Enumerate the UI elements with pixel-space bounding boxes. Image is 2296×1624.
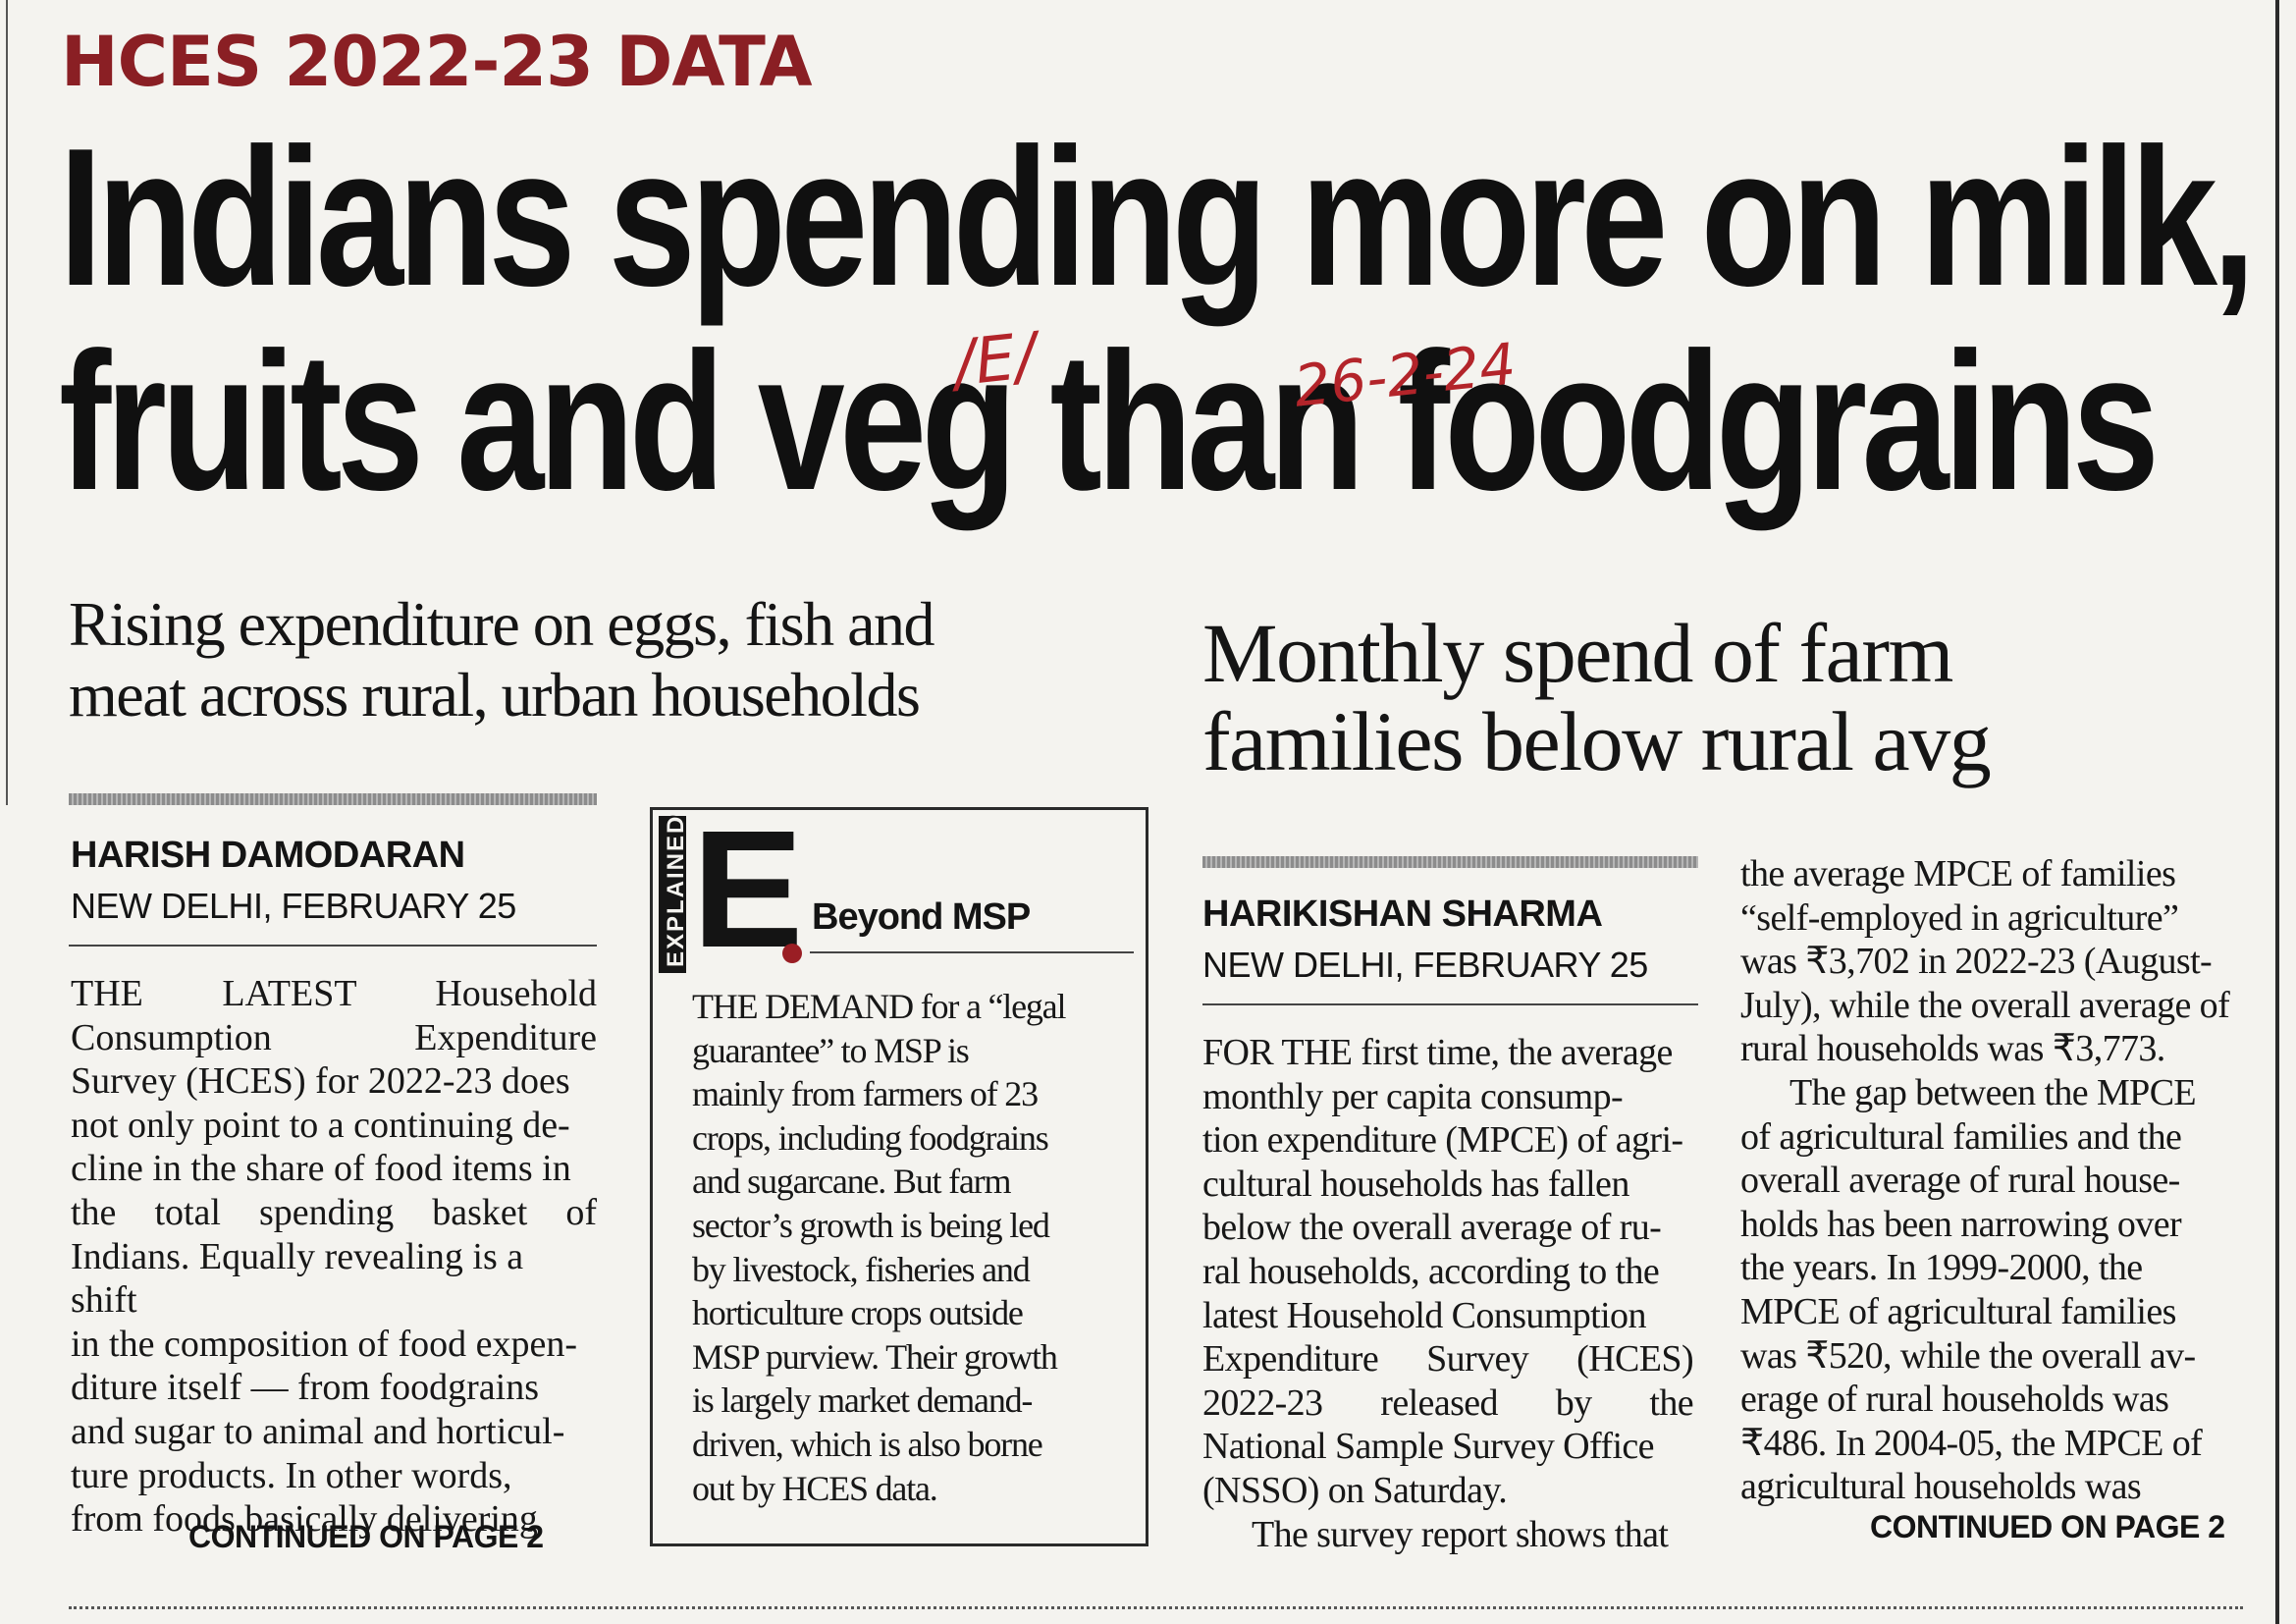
story2-col1-line: National Sample Survey Office (1202, 1426, 1655, 1468)
explained-line: and sugarcane. But farm (692, 1162, 1011, 1202)
explained-line: THE DEMAND for a “legal (692, 987, 1066, 1026)
story1-subheading-line-1: Rising expenditure on eggs, fish and (69, 589, 934, 659)
story1-byline: HARISH DAMODARAN (71, 835, 465, 876)
story2-col2-line: July), while the overall average of (1740, 984, 2230, 1026)
story2-col2-line: ₹486. In 2004-05, the MPCE of (1740, 1422, 2203, 1464)
story1-line: ture products. In other words, (71, 1454, 512, 1496)
story2-col1-line: below the overall average of ru- (1202, 1207, 1662, 1249)
story2-col1-line: tion expenditure (MPCE) of agri- (1202, 1119, 1683, 1162)
story2-divider (1202, 1003, 1698, 1005)
story1-line: THE LATEST Household (71, 973, 597, 1014)
story2-column-2: the average MPCE of families “self-emplo… (1740, 852, 2243, 1509)
bottom-dotted-rule (69, 1606, 2243, 1609)
story2-col2-line: rural households was ₹3,773. (1740, 1028, 2165, 1070)
story2-subheading-line-1: Monthly spend of farm (1202, 606, 1953, 700)
story2-col1-line: Expenditure Survey (HCES) (1202, 1338, 1694, 1380)
story1-subheading-line-2: meat across rural, urban households (69, 660, 921, 730)
explained-line: guarantee” to MSP is (692, 1030, 970, 1070)
explained-line: mainly from farmers of 23 (692, 1074, 1039, 1114)
explained-red-dot (782, 944, 802, 963)
story2-col2-line: of agricultural families and the (1740, 1115, 2182, 1158)
handwritten-tag: /E/ (950, 319, 1041, 402)
story2-col2-line: holds has been narrowing over (1740, 1203, 2182, 1245)
story1-line: from foods basically delivering (71, 1498, 538, 1541)
explained-title-rule (810, 951, 1134, 953)
story1-line: cline in the share of food items in (71, 1148, 571, 1190)
headline-line-2: fruits and veg than foodgrains (59, 312, 2160, 531)
explained-line: crops, including foodgrains (692, 1117, 1049, 1158)
explained-body: THE DEMAND for a “legal guarantee” to MS… (692, 985, 1124, 1510)
story2-subheading-line-2: families below rural avg (1202, 694, 1992, 788)
story2-col2-line: was ₹520, while the overall av- (1740, 1334, 2196, 1377)
explained-line: out by HCES data. (692, 1468, 938, 1508)
headline-line-1: Indians spending more on milk, (59, 108, 2256, 327)
story1-line: not only point to a continuing de- (71, 1104, 570, 1146)
explained-line: horticulture crops outside (692, 1293, 1024, 1333)
story2-byline: HARIKISHAN SHARMA (1202, 893, 1603, 935)
explained-big-letter: E (692, 796, 804, 983)
story2-col2-line: MPCE of agricultural families (1740, 1290, 2176, 1332)
story1-line: in the composition of food expen- (71, 1323, 578, 1365)
story1-divider (69, 945, 597, 947)
story1-line: Survey (HCES) for 2022-23 does (71, 1060, 570, 1103)
story2-col2-line: the years. In 1999-2000, the (1740, 1247, 2143, 1289)
story2-col2-line: erage of rural households was (1740, 1379, 2169, 1421)
explained-box: EXPLAINED EXPLAINED E Beyond MSP THE DEM… (650, 796, 1148, 1546)
story2-column-1: FOR THE first time, the average monthly … (1202, 1031, 1694, 1556)
story2-col1-line: ral households, according to the (1202, 1250, 1660, 1292)
story2-col2-line: was ₹3,702 in 2022-23 (August- (1740, 941, 2213, 983)
story2-col1-line: monthly per capita consump- (1202, 1075, 1624, 1117)
story1-continued[interactable]: CONTINUED ON PAGE 2 (188, 1519, 544, 1554)
headline: Indians spending more on milk, fruits an… (59, 108, 2256, 531)
explained-line: MSP purview. Their growth (692, 1336, 1058, 1377)
story1-line: Consumption Expenditure (71, 1016, 597, 1058)
story2-col2-line: agricultural households was (1740, 1466, 2142, 1508)
explained-line: driven, which is also borne (692, 1424, 1043, 1464)
story2-col2-line: overall average of rural house- (1740, 1160, 2180, 1202)
story1-line: diture itself — from foodgrains (71, 1367, 540, 1409)
story2-col1-line: The survey report shows that (1252, 1513, 1669, 1555)
story1-dateline: NEW DELHI, FEBRUARY 25 (71, 886, 516, 926)
story2-col2-line: “self-employed in agriculture” (1740, 896, 2179, 939)
story1-subheading: Rising expenditure on eggs, fish and mea… (69, 589, 934, 731)
story1-line: and sugar to animal and horticul- (71, 1410, 565, 1452)
explained-line: sector’s growth is being led (692, 1205, 1050, 1245)
story2-subheading: Monthly spend of farm families below rur… (1202, 606, 1992, 788)
story1-byline-rule (69, 793, 597, 805)
story2-col1-line: 2022-23 released by the (1202, 1381, 1694, 1424)
right-page-edge (2275, 0, 2279, 1624)
story2-col1-line: FOR THE first time, the average (1202, 1032, 1673, 1073)
story2-continued[interactable]: CONTINUED ON PAGE 2 (1870, 1509, 2225, 1544)
explained-label-bar (659, 816, 686, 973)
section-kicker: HCES 2022-23 DATA (61, 22, 813, 102)
story2-col1-line: latest Household Consumption (1202, 1294, 1646, 1336)
story2-col2-line: the average MPCE of families (1740, 853, 2176, 894)
story2-col1-line: cultural households has fallen (1202, 1163, 1629, 1205)
explained-line: is largely market demand- (692, 1380, 1033, 1421)
explained-line: by livestock, fisheries and (692, 1249, 1031, 1289)
story1-line: Indians. Equally revealing is a shift (71, 1235, 524, 1322)
story1-line: the total spending basket of (71, 1191, 597, 1233)
story2-col1-line: (NSSO) on Saturday. (1202, 1469, 1508, 1511)
explained-vertical-label-inverse: EXPLAINED (663, 814, 689, 967)
story2-byline-rule (1202, 856, 1698, 868)
left-column-rule (6, 0, 8, 805)
story2-dateline: NEW DELHI, FEBRUARY 25 (1202, 945, 1648, 985)
story2-col2-line: The gap between the MPCE (1789, 1071, 2197, 1113)
story1-body: THE LATEST Household Consumption Expendi… (71, 972, 597, 1542)
explained-title: Beyond MSP (812, 896, 1031, 938)
